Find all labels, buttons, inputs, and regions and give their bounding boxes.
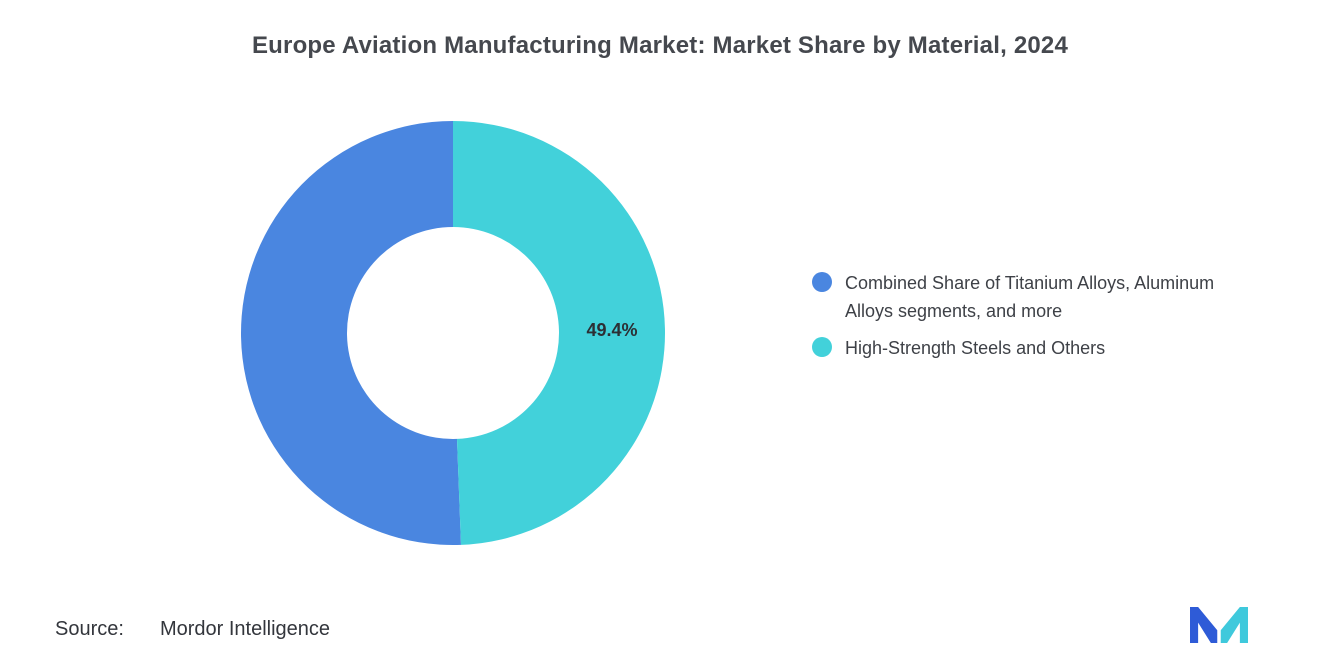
legend-label: High-Strength Steels and Others bbox=[845, 338, 1106, 358]
legend-marker-icon bbox=[812, 337, 832, 357]
donut-slice-high-strength-steels-and-others[interactable] bbox=[453, 121, 666, 545]
donut-slice-titanium-aluminum-and-more[interactable] bbox=[241, 121, 461, 545]
source-label: Source: bbox=[55, 618, 124, 640]
logo-left-mark bbox=[1190, 607, 1218, 643]
donut-chart-area: 49.4% bbox=[233, 113, 673, 553]
chart-title: Europe Aviation Manufacturing Market: Ma… bbox=[251, 32, 1069, 59]
donut-chart: 49.4% bbox=[241, 121, 666, 545]
source-line: Source: Mordor Intelligence bbox=[55, 618, 330, 641]
legend-marker-icon bbox=[812, 272, 832, 292]
legend-label: Combined Share of Titanium Alloys, Alumi… bbox=[845, 273, 1215, 321]
logo-right-mark bbox=[1220, 607, 1248, 643]
mordor-intelligence-logo bbox=[1190, 607, 1248, 643]
legend-item-titanium-aluminum-and-more[interactable]: Combined Share of Titanium Alloys, Alumi… bbox=[812, 269, 1242, 325]
chart-legend: Combined Share of Titanium Alloys, Alumi… bbox=[812, 269, 1242, 362]
legend-item-high-strength-steels-and-others[interactable]: High-Strength Steels and Others bbox=[812, 334, 1242, 362]
source-value: Mordor Intelligence bbox=[159, 618, 331, 640]
slice-data-label: 49.4% bbox=[586, 320, 637, 340]
